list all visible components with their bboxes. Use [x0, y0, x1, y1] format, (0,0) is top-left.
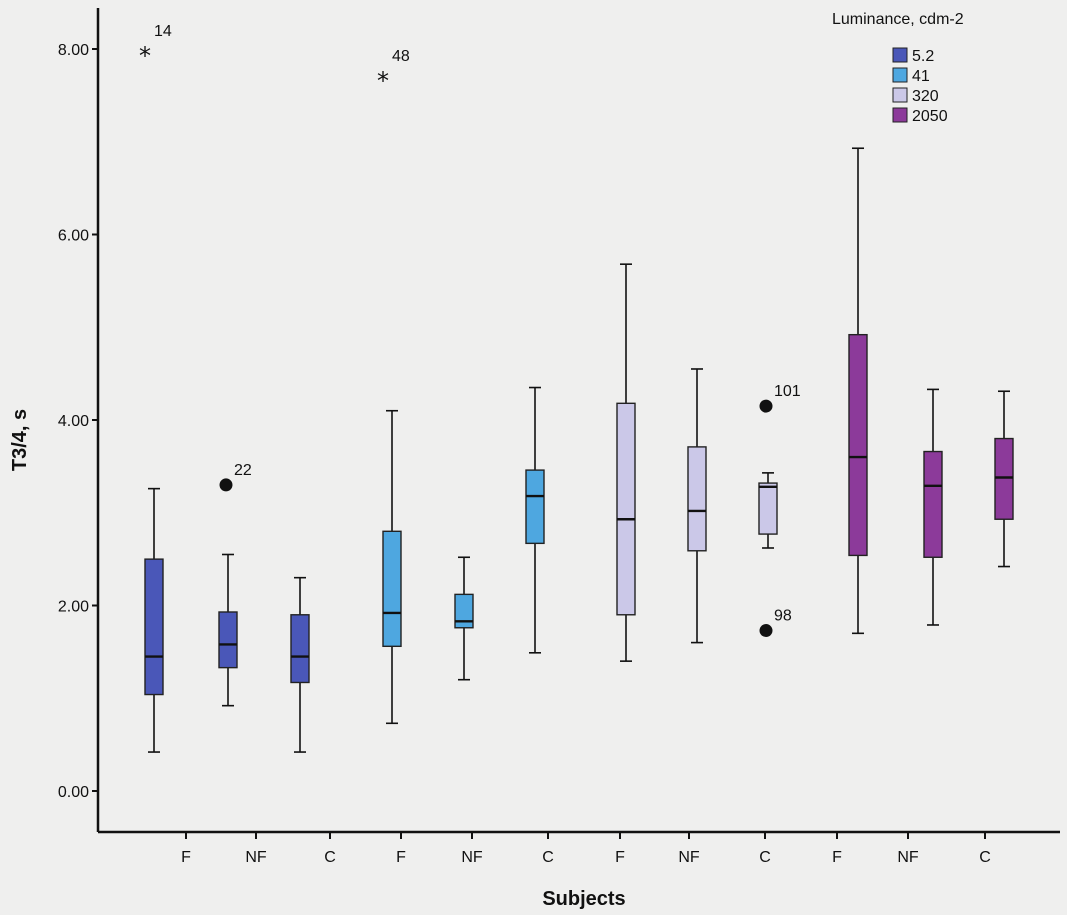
box-iqr	[687, 446, 707, 552]
box-iqr	[144, 558, 164, 696]
box-iqr	[616, 402, 636, 616]
legend-item-label: 2050	[912, 108, 948, 125]
box-iqr	[848, 333, 868, 557]
box-9	[758, 472, 778, 549]
legend-swatch	[892, 67, 908, 83]
axes	[96, 8, 1060, 834]
box-5	[454, 556, 474, 681]
box-6	[525, 386, 545, 654]
outlier-label: 48	[392, 48, 410, 65]
x-tick-label: C	[324, 849, 336, 866]
box-iqr	[290, 614, 310, 684]
x-tick-label: F	[832, 849, 842, 866]
legend-swatch	[892, 87, 908, 103]
x-tick-label: C	[759, 849, 771, 866]
x-axis-label: Subjects	[542, 888, 625, 910]
box-iqr	[758, 482, 778, 535]
x-tick-label: NF	[897, 849, 919, 866]
y-tick-label: 2.00	[58, 599, 89, 616]
x-tick-label: F	[396, 849, 406, 866]
box-3	[290, 576, 310, 753]
legend-swatch	[892, 47, 908, 63]
outlier-point	[759, 399, 773, 413]
box-12	[994, 390, 1014, 568]
y-axis-label: T3/4, s	[9, 409, 31, 471]
box-iqr	[454, 593, 474, 629]
outlier-label: 98	[774, 608, 792, 625]
box-iqr	[994, 437, 1014, 520]
legend-item-label: 5.2	[912, 48, 934, 65]
outlier-star: *	[377, 67, 389, 95]
x-tick-label: NF	[461, 849, 483, 866]
legend-swatch	[892, 107, 908, 123]
outlier-star: *	[139, 42, 151, 70]
outlier-point	[759, 624, 773, 638]
box-iqr	[525, 469, 545, 545]
legend-title: Luminance, cdm-2	[832, 11, 964, 28]
box-8	[687, 368, 707, 644]
box-10	[848, 147, 868, 635]
x-tick-label: C	[979, 849, 991, 866]
box-2	[218, 553, 238, 707]
box-iqr	[382, 530, 402, 648]
box-iqr	[923, 450, 943, 558]
y-tick-label: 0.00	[58, 784, 89, 801]
legend-item-label: 320	[912, 88, 939, 105]
y-tick-label: 6.00	[58, 228, 89, 245]
box-7	[616, 263, 636, 662]
x-tick-label: NF	[245, 849, 267, 866]
outlier-label: 14	[154, 23, 172, 40]
outlier-label: 22	[234, 462, 252, 479]
outlier-point	[219, 478, 233, 492]
box-11	[923, 388, 943, 626]
box-iqr	[218, 611, 238, 669]
box-4	[382, 409, 402, 725]
x-tick-label: C	[542, 849, 554, 866]
outlier-label: 101	[774, 383, 801, 400]
y-tick-label: 8.00	[58, 42, 89, 59]
x-tick-label: NF	[678, 849, 700, 866]
y-tick-label: 4.00	[58, 413, 89, 430]
box-1	[144, 487, 164, 753]
x-tick-label: F	[615, 849, 625, 866]
x-tick-label: F	[181, 849, 191, 866]
legend: Luminance, cdm-2 5.2 41 320 2050	[832, 11, 964, 125]
legend-item-label: 41	[912, 68, 930, 85]
